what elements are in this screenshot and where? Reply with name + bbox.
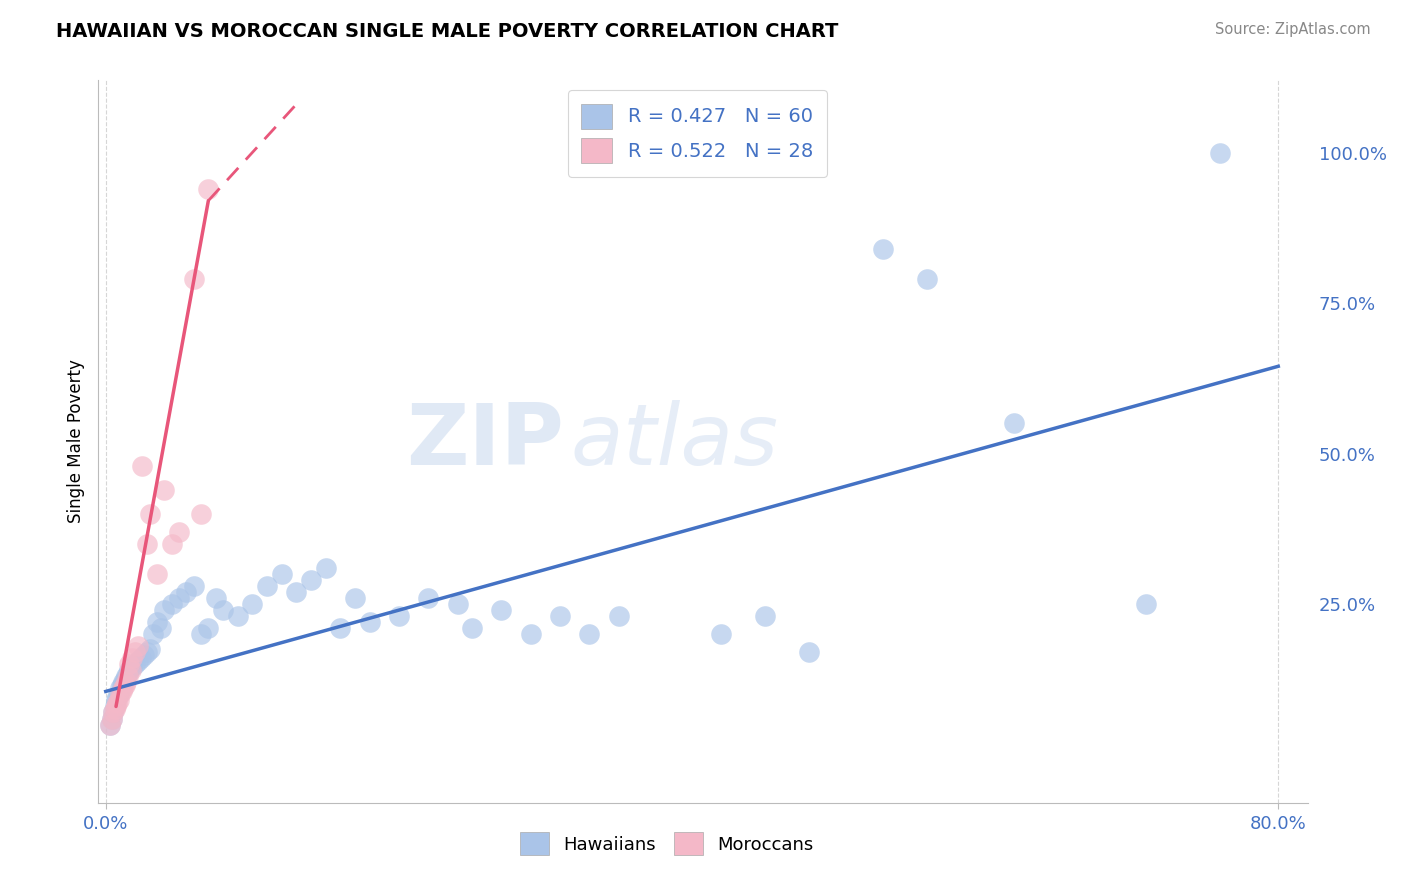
- Point: [150, 621, 173, 635]
- Point: [127, 639, 149, 653]
- Point: [190, 507, 212, 521]
- Point: [98, 717, 121, 731]
- Point: [167, 524, 190, 539]
- Point: [110, 687, 132, 701]
- Point: [491, 603, 513, 617]
- Point: [111, 678, 134, 692]
- Point: [105, 693, 128, 707]
- Point: [114, 678, 136, 692]
- Point: [204, 591, 226, 606]
- Point: [108, 687, 131, 701]
- Point: [115, 669, 138, 683]
- Point: [114, 673, 136, 687]
- Point: [329, 621, 352, 635]
- Point: [135, 537, 157, 551]
- Point: [226, 609, 249, 624]
- Point: [124, 657, 146, 672]
- Point: [270, 567, 292, 582]
- Point: [100, 712, 122, 726]
- Point: [915, 272, 938, 286]
- Point: [111, 684, 134, 698]
- Point: [607, 609, 630, 624]
- Point: [118, 664, 141, 678]
- Text: ZIP: ZIP: [406, 400, 564, 483]
- Point: [167, 591, 190, 606]
- Point: [315, 561, 337, 575]
- Point: [388, 609, 411, 624]
- Point: [190, 627, 212, 641]
- Point: [256, 579, 278, 593]
- Point: [146, 567, 169, 582]
- Point: [101, 706, 124, 720]
- Point: [117, 666, 139, 681]
- Point: [108, 693, 131, 707]
- Text: atlas: atlas: [569, 400, 778, 483]
- Point: [101, 706, 124, 720]
- Point: [117, 669, 139, 683]
- Point: [1208, 145, 1230, 160]
- Point: [112, 675, 135, 690]
- Point: [146, 615, 169, 630]
- Point: [153, 603, 176, 617]
- Point: [183, 579, 205, 593]
- Point: [1135, 597, 1157, 611]
- Point: [285, 585, 308, 599]
- Point: [142, 627, 165, 641]
- Point: [299, 573, 322, 587]
- Point: [112, 681, 135, 696]
- Point: [418, 591, 440, 606]
- Point: [132, 648, 155, 663]
- Point: [118, 657, 141, 672]
- Point: [183, 272, 205, 286]
- Point: [359, 615, 381, 630]
- Point: [446, 597, 468, 611]
- Point: [197, 621, 219, 635]
- Point: [240, 597, 263, 611]
- Point: [121, 651, 143, 665]
- Point: [799, 645, 821, 659]
- Point: [121, 660, 143, 674]
- Point: [160, 597, 183, 611]
- Point: [548, 609, 571, 624]
- Point: [138, 507, 160, 521]
- Point: [872, 242, 894, 256]
- Point: [1004, 417, 1026, 431]
- Point: [103, 699, 125, 714]
- Point: [578, 627, 600, 641]
- Legend: Hawaiians, Moroccans: Hawaiians, Moroccans: [513, 825, 821, 863]
- Point: [212, 603, 235, 617]
- Point: [176, 585, 198, 599]
- Point: [343, 591, 366, 606]
- Y-axis label: Single Male Poverty: Single Male Poverty: [66, 359, 84, 524]
- Point: [120, 664, 142, 678]
- Point: [138, 642, 160, 657]
- Point: [110, 681, 132, 696]
- Point: [124, 645, 146, 659]
- Text: Source: ZipAtlas.com: Source: ZipAtlas.com: [1215, 22, 1371, 37]
- Text: HAWAIIAN VS MOROCCAN SINGLE MALE POVERTY CORRELATION CHART: HAWAIIAN VS MOROCCAN SINGLE MALE POVERTY…: [56, 22, 838, 41]
- Point: [160, 537, 183, 551]
- Point: [98, 717, 121, 731]
- Point: [135, 645, 157, 659]
- Point: [461, 621, 484, 635]
- Point: [100, 712, 122, 726]
- Point: [131, 458, 153, 473]
- Point: [153, 483, 176, 497]
- Point: [115, 675, 138, 690]
- Point: [710, 627, 733, 641]
- Point: [127, 654, 149, 668]
- Point: [103, 702, 125, 716]
- Point: [754, 609, 776, 624]
- Point: [105, 699, 128, 714]
- Point: [520, 627, 543, 641]
- Point: [107, 697, 129, 711]
- Point: [197, 182, 219, 196]
- Point: [107, 690, 129, 705]
- Point: [129, 651, 152, 665]
